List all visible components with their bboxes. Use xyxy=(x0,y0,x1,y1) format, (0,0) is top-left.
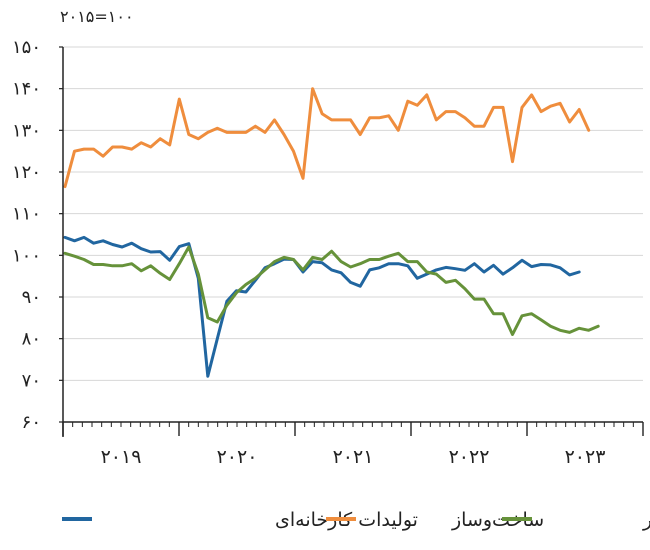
y-axis-ticks: ۶۰ ۷۰ ۸۰ ۹۰ ۱۰۰ ۱۱۰ ۱۲۰ ۱۳۰ ۱۴۰ ۱۵۰ xyxy=(12,37,63,433)
y-tick-label: ۱۰۰ xyxy=(12,245,41,266)
plot-area xyxy=(63,87,600,378)
x-tick-label: ۲۰۲۳ xyxy=(565,446,606,468)
legend-label-1: ساخت‌وساز xyxy=(451,509,544,531)
x-tick-label: ۲۰۱۹ xyxy=(101,446,142,468)
y-tick-label: ۷۰ xyxy=(22,370,41,391)
y-tick-label: ۱۵۰ xyxy=(12,37,41,58)
gridlines xyxy=(63,46,643,381)
y-tick-label: ۱۱۰ xyxy=(12,204,41,225)
y-tick-label: ۱۲۰ xyxy=(12,162,41,183)
y-tick-label: ۶۰ xyxy=(22,412,41,433)
x-tick-label: ۲۰۲۲ xyxy=(449,446,490,468)
x-tick-label: ۲۰۲۰ xyxy=(217,446,258,468)
series-line-0 xyxy=(63,235,581,378)
legend-label-2: صنایع انرژی‌بر xyxy=(642,509,650,531)
y-tick-label: ۱۴۰ xyxy=(12,79,41,100)
index-base-label: ۲۰۱۵=۱۰۰ xyxy=(60,7,134,26)
y-tick-label: ۹۰ xyxy=(22,287,41,308)
y-tick-label: ۱۳۰ xyxy=(12,120,41,141)
series-line-1 xyxy=(63,87,591,189)
series-line-2 xyxy=(63,245,600,336)
x-axis-ticks: ۲۰۱۹ ۲۰۲۰ ۲۰۲۱ ۲۰۲۲ ۲۰۲۳ xyxy=(62,422,644,468)
y-tick-label: ۸۰ xyxy=(22,329,41,350)
x-tick-label: ۲۰۲۱ xyxy=(333,446,374,468)
